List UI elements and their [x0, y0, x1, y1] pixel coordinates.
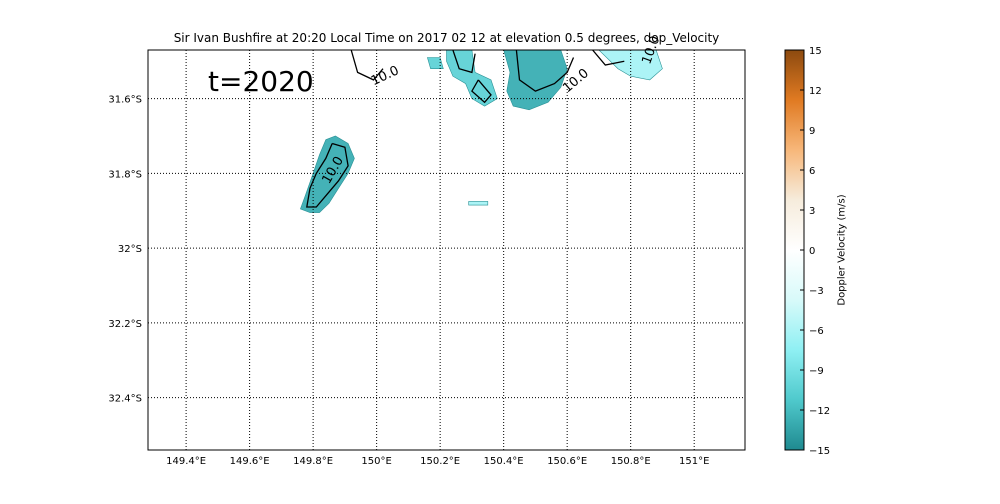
colorbar-tick-label: 12 [809, 86, 822, 97]
colorbar-tick-label: 6 [809, 166, 815, 177]
lat-tick-label: 32.2°S [108, 319, 142, 330]
north-echo-2 [503, 50, 568, 111]
colorbar-tick-label: −6 [809, 326, 824, 337]
north-echo-4 [427, 57, 444, 69]
contour-north-3 [471, 79, 492, 104]
colorbar-tick-label: −12 [809, 406, 830, 417]
colorbar-tick-label: 0 [809, 246, 815, 257]
time-annotation: t=2020 [208, 65, 314, 98]
colorbar-label: Doppler Velocity (m/s) [836, 194, 848, 306]
graticule-grid [148, 50, 745, 450]
lon-tick-label: 149.8°E [293, 456, 333, 467]
contour-fire-plume [306, 142, 349, 208]
axis-ticks: 149.4°E 149.6°E 149.8°E 150°E 150.2°E 150.4°E… [108, 95, 709, 467]
lon-tick-label: 150.8°E [611, 456, 651, 467]
contour-value-label: 10.0 [369, 63, 402, 89]
map-frame [147, 49, 746, 451]
fire-plume-echo [300, 135, 355, 213]
contour-layer [306, 50, 625, 208]
lon-tick-label: 150.4°E [484, 456, 524, 467]
contour-north-4 [515, 50, 575, 92]
north-echo-3 [598, 50, 663, 81]
colorbar-tick-label: 9 [809, 126, 815, 137]
lon-tick-label: 151°E [679, 456, 709, 467]
contour-north-5 [592, 50, 625, 66]
colorbar-tick-label: −15 [809, 446, 830, 457]
lon-tick-label: 150.6°E [547, 456, 587, 467]
velocity-echo-layer [300, 50, 663, 213]
lat-tick-label: 31.6°S [108, 95, 142, 106]
contour-north-2 [452, 50, 476, 74]
lat-tick-label: 32°S [118, 244, 142, 255]
lat-tick-label: 32.4°S [108, 394, 142, 405]
lat-tick-label: 31.8°S [108, 169, 142, 180]
lon-tick-label: 149.6°E [230, 456, 270, 467]
colorbar-ticks: 15 12 9 6 3 0 −3 −6 −9 −12 −15 [800, 46, 830, 457]
lon-tick-label: 150.2°E [420, 456, 460, 467]
isolated-echo [468, 201, 489, 206]
chart-title: Sir Ivan Bushfire at 20:20 Local Time on… [173, 31, 720, 45]
lon-tick-label: 149.4°E [166, 456, 206, 467]
colorbar-tick-label: −3 [809, 286, 824, 297]
north-echo-1 [446, 50, 498, 107]
lon-tick-label: 150°E [361, 456, 391, 467]
colorbar-tick-label: 15 [809, 46, 822, 57]
colorbar-tick-label: −9 [809, 366, 824, 377]
contour-north-1 [350, 50, 384, 81]
colorbar-tick-label: 3 [809, 206, 815, 217]
